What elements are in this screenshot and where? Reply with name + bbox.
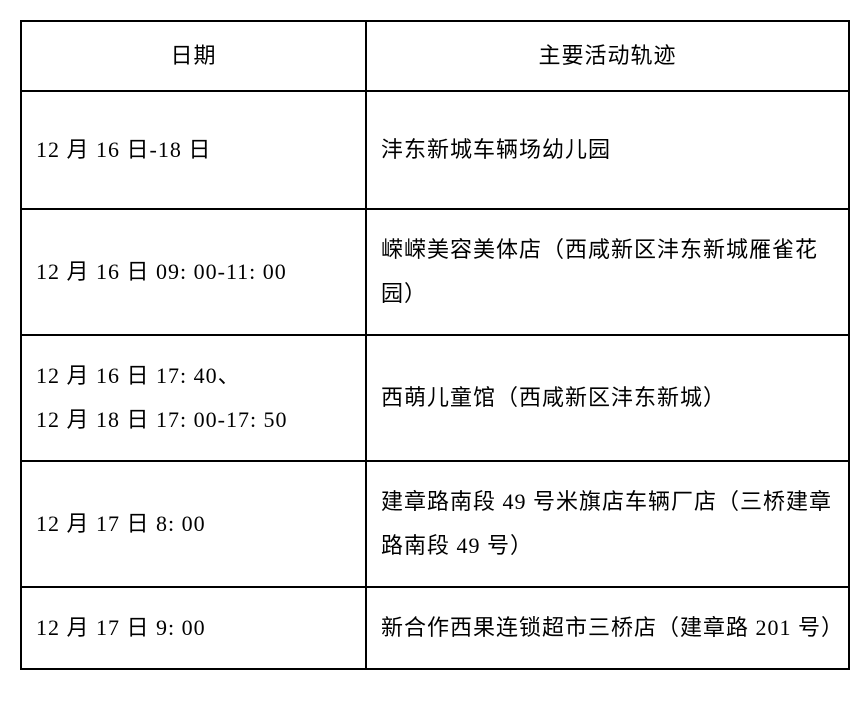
activity-table: 日期 主要活动轨迹 12 月 16 日-18 日 沣东新城车辆场幼儿园 12 月… [20, 20, 850, 670]
cell-activity: 嵘嵘美容美体店（西咸新区沣东新城雁雀花园） [366, 209, 849, 335]
table-row: 12 月 16 日 17: 40、12 月 18 日 17: 00-17: 50… [21, 335, 849, 461]
cell-date: 12 月 17 日 8: 00 [21, 461, 366, 587]
cell-date: 12 月 16 日 09: 00-11: 00 [21, 209, 366, 335]
cell-date: 12 月 16 日 17: 40、12 月 18 日 17: 00-17: 50 [21, 335, 366, 461]
cell-activity: 沣东新城车辆场幼儿园 [366, 91, 849, 209]
table-row: 12 月 17 日 8: 00 建章路南段 49 号米旗店车辆厂店（三桥建章路南… [21, 461, 849, 587]
col-header-activity: 主要活动轨迹 [366, 21, 849, 91]
table-header-row: 日期 主要活动轨迹 [21, 21, 849, 91]
cell-activity: 建章路南段 49 号米旗店车辆厂店（三桥建章路南段 49 号） [366, 461, 849, 587]
table-row: 12 月 16 日 09: 00-11: 00 嵘嵘美容美体店（西咸新区沣东新城… [21, 209, 849, 335]
col-header-date: 日期 [21, 21, 366, 91]
table-row: 12 月 17 日 9: 00 新合作西果连锁超市三桥店（建章路 201 号） [21, 587, 849, 669]
cell-activity: 新合作西果连锁超市三桥店（建章路 201 号） [366, 587, 849, 669]
table-row: 12 月 16 日-18 日 沣东新城车辆场幼儿园 [21, 91, 849, 209]
cell-activity: 西萌儿童馆（西咸新区沣东新城） [366, 335, 849, 461]
cell-date: 12 月 16 日-18 日 [21, 91, 366, 209]
cell-date: 12 月 17 日 9: 00 [21, 587, 366, 669]
table-body: 12 月 16 日-18 日 沣东新城车辆场幼儿园 12 月 16 日 09: … [21, 91, 849, 669]
